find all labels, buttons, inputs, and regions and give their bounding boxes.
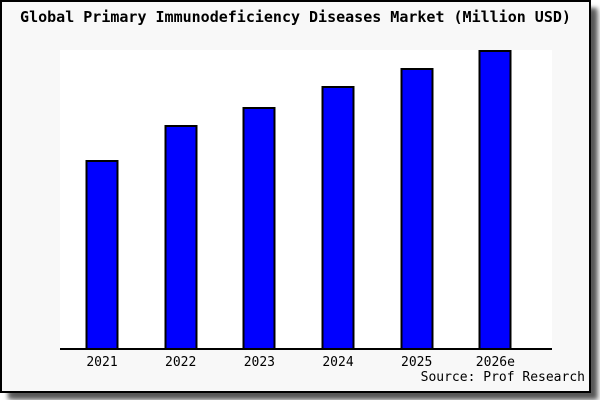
x-tick-2026e: 2026e [475,355,515,370]
x-axis-labels: 2021 2022 2023 2024 2025 2026e [60,355,552,371]
x-tick-2023: 2023 [243,355,275,370]
bar-2025 [400,67,434,348]
bar-2024 [321,85,355,348]
x-tick-2025: 2025 [401,355,433,370]
plot-area [60,50,552,350]
bar-2026e [478,50,512,348]
bar-2023 [242,106,276,348]
bar-2022 [164,124,198,348]
x-tick-2024: 2024 [322,355,354,370]
source-note: Source: Prof Research [420,370,585,385]
chart-window: Global Primary Immunodeficiency Diseases… [0,0,591,393]
x-tick-2022: 2022 [165,355,197,370]
bar-2021 [85,160,119,348]
chart-title: Global Primary Immunodeficiency Diseases… [20,8,571,26]
x-tick-2021: 2021 [86,355,118,370]
